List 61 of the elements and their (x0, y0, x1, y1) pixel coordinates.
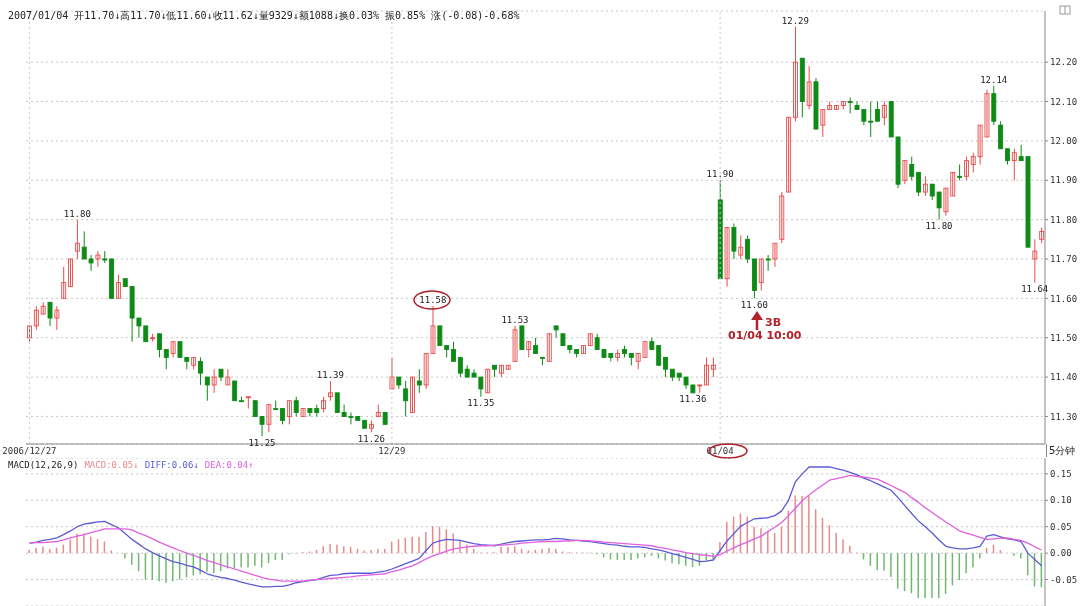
y-tick-label: 0.05 (1050, 521, 1072, 532)
annotation: 3B (765, 316, 782, 329)
candlestick (546, 333, 552, 362)
y-tick-label: 11.50 (1050, 332, 1078, 343)
annotation: 11.58 (419, 295, 447, 306)
annotation: 11.26 (357, 433, 385, 444)
y-tick-label: 11.30 (1050, 411, 1078, 422)
y-tick-label: 0.00 (1050, 548, 1072, 559)
candlestick (245, 396, 251, 409)
annotation: 11.80 (63, 208, 91, 219)
annotation: 11.53 (501, 314, 529, 325)
annotation: 11.80 (925, 221, 953, 232)
x-tick-label: 2006/12/27 (2, 446, 57, 456)
annotation: 11.60 (740, 299, 768, 310)
annotation: 11.36 (679, 394, 707, 405)
candlestick (710, 357, 716, 378)
y-tick-label: 12.20 (1050, 57, 1078, 68)
candlestick (704, 357, 710, 386)
y-tick-label: 0.10 (1050, 495, 1072, 506)
chart-subtitle: 2007/01/04 开11.70↓高11.70↓低11.60↓收11.62↓量9329↓额1088↓换0.03% 振0.85% 涨(-0.08)-0.68% (8, 9, 520, 23)
y-tick-label: 12.10 (1050, 96, 1078, 107)
candlestick (61, 266, 67, 299)
y-tick-label: 0.15 (1050, 469, 1072, 480)
text: 5分钟 (1046, 444, 1076, 457)
candlestick (758, 258, 764, 291)
y-tick-label: 11.80 (1050, 214, 1078, 225)
candlestick (410, 376, 415, 413)
text: MACD:0.05↓ (84, 460, 139, 470)
y-tick-label: -0.05 (1050, 574, 1078, 585)
text: DEA:0.04↑ (204, 460, 254, 470)
candlestick (587, 333, 593, 347)
y-tick-label: 11.70 (1050, 254, 1078, 265)
y-tick-label: 11.40 (1050, 372, 1078, 383)
candlestick (68, 258, 73, 287)
candlestick (512, 325, 518, 362)
candlestick (1011, 148, 1017, 181)
annotation: 11.25 (248, 437, 276, 448)
annotation: 11.90 (706, 169, 734, 180)
candlestick (115, 274, 121, 299)
chart-title: MACD(12,26,9) (8, 460, 79, 470)
candlestick (806, 66, 812, 110)
candlestick (820, 108, 826, 137)
candlestick (724, 227, 730, 287)
candlestick (786, 116, 792, 193)
annotation: 11.39 (316, 370, 344, 381)
candlestick (779, 192, 785, 244)
y-tick-label: 11.90 (1050, 175, 1078, 186)
annotation: 11.35 (467, 398, 495, 409)
text: DIFF:0.06↓ (144, 460, 199, 470)
x-tick-label: 12/29 (378, 446, 406, 456)
annotation: 01/04 10:00 (728, 329, 802, 342)
candlestick (327, 381, 333, 401)
y-tick-label: 12.00 (1050, 136, 1078, 147)
candlestick (286, 400, 292, 425)
annotation: 12.14 (980, 74, 1008, 85)
candlestick (485, 368, 491, 394)
y-tick-label: 11.60 (1050, 293, 1078, 304)
candlestick (902, 160, 908, 185)
annotation: 12.29 (781, 15, 809, 26)
annotation: 11.64 (1021, 284, 1049, 294)
candlestick (266, 404, 272, 433)
